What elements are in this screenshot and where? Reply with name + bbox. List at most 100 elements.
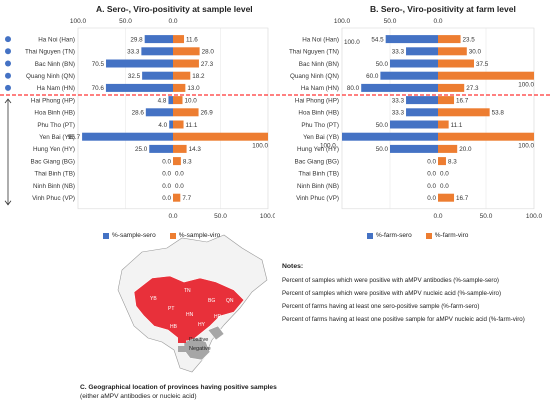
category-label: Quang Ninh (QN): [26, 73, 75, 80]
bar-sero: [406, 96, 438, 105]
plot-frame: [341, 27, 535, 210]
category-label: Bac Giang (BG): [295, 158, 339, 165]
bar-viro: [173, 120, 184, 129]
bar-sero: [169, 120, 173, 129]
bar-sero: [82, 132, 173, 141]
bar-sero: [380, 71, 438, 80]
category-label: Bac Ninh (BN): [35, 61, 75, 68]
bar-sero: [390, 144, 438, 153]
category-label: Hai Phong (HP): [295, 97, 339, 104]
top-tick-label: 0.0: [433, 18, 442, 25]
sero-value-label: 70.6: [92, 85, 105, 92]
viro-value-label: 26.9: [201, 110, 214, 117]
province-map: YB TN BG PT QN HN HB HY HP: [117, 234, 268, 373]
bar-viro: [173, 108, 199, 117]
sero-value-label: 0.0: [162, 183, 171, 190]
sero-value-label: 0.0: [162, 158, 171, 165]
sero-value-label: 70.5: [92, 61, 105, 68]
row-marker: [5, 36, 11, 43]
legend-a: %-sample-sero %-sample-viro: [103, 232, 220, 239]
arrow-up-icon: [4, 98, 12, 104]
row-marker: [5, 48, 11, 55]
bar-viro: [438, 71, 534, 80]
category-label: Thai Nguyen (TN): [289, 49, 339, 56]
sero-value-label: 50.0: [376, 146, 389, 153]
legend-b-sero-swatch: [367, 232, 373, 239]
sero-value-label: 25.0: [135, 146, 148, 153]
legend-b-sero-label: %-farm-sero: [376, 232, 412, 239]
bar-viro: [438, 120, 449, 129]
panel-b-title: B. Sero-, Viro-positivity at farm level: [370, 4, 516, 14]
category-label: Ha Nam (HN): [301, 85, 339, 92]
top-tick-label: 0.0: [168, 18, 177, 25]
sero-value-label: 28.6: [132, 110, 145, 117]
viro-value-label: 100.0: [252, 143, 268, 150]
sero-value-label: 50.0: [376, 61, 389, 68]
bar-sero: [406, 108, 438, 117]
bottom-tick-label: 100.0: [260, 213, 275, 220]
row-marker: [5, 60, 11, 67]
map-label-hb: HB: [170, 324, 178, 330]
bar-sero: [168, 96, 173, 105]
sero-value-label: 4.0: [158, 122, 167, 129]
map-legend-negative-swatch: [178, 346, 186, 352]
bottom-tick-label: 100.0: [526, 213, 543, 220]
category-label: Hoa Binh (HB): [298, 110, 339, 117]
viro-value-label: 16.7: [456, 97, 469, 104]
bar-sero: [385, 35, 438, 44]
map-label-tn: TN: [184, 288, 191, 294]
sero-value-label: 0.0: [427, 171, 436, 178]
bar-viro: [438, 59, 474, 68]
viro-value-label: 11.6: [186, 36, 198, 43]
viro-value-label: 100.0: [518, 82, 534, 89]
sero-value-label: 0.0: [427, 183, 436, 190]
viro-value-label: 0.0: [440, 171, 449, 178]
map-label-hp: HP: [214, 314, 222, 320]
row-marker: [5, 84, 11, 91]
bar-sero: [342, 132, 438, 141]
category-label: Ninh Binh (NB): [33, 183, 75, 190]
viro-value-label: 18.2: [192, 73, 205, 80]
legend-b: %-farm-sero %-farm-viro: [367, 232, 468, 239]
notes-panel: Notes: Percent of samples which were pos…: [282, 263, 544, 328]
bar-viro: [173, 35, 185, 44]
sero-value-label: 0.0: [427, 195, 436, 202]
viro-value-label: 8.3: [448, 158, 457, 165]
sero-value-label: 100.0: [320, 143, 336, 150]
bar-sero: [390, 59, 438, 68]
category-label: Ha Noi (Han): [38, 36, 75, 43]
map-legend-positive-swatch: [178, 337, 186, 343]
sero-value-label: 33.3: [392, 97, 405, 104]
category-label: Thai Nguyen (TN): [25, 49, 75, 56]
legend-a-viro-label: %-sample-viro: [178, 232, 221, 239]
bar-viro: [173, 132, 268, 141]
bar-viro: [173, 83, 186, 92]
category-label: Vinh Phuc (VP): [32, 195, 75, 202]
category-label: Hung Yen (HY): [33, 146, 75, 153]
map-label-hy: HY: [198, 322, 206, 328]
bar-viro: [173, 144, 187, 153]
bar-viro: [438, 47, 467, 56]
sero-value-label: 95.7: [68, 134, 81, 141]
bar-sero: [141, 47, 173, 56]
sero-value-label: 50.0: [376, 122, 389, 129]
legend-b-viro-swatch: [425, 232, 432, 239]
category-label: Vinh Phuc (VP): [296, 195, 339, 202]
viro-value-label: 11.1: [186, 122, 198, 129]
map-label-qn: QN: [226, 298, 234, 304]
caption-c-line1: C. Geographical location of provinces ha…: [80, 384, 277, 391]
category-label: Thai Binh (TB): [298, 171, 339, 178]
bottom-tick-label: 0.0: [168, 213, 177, 220]
sero-value-label: 54.5: [371, 36, 384, 43]
bar-sero: [106, 59, 173, 68]
legend-b-viro-label: %-farm-viro: [434, 232, 469, 239]
notes-item: Percent of samples which were positive w…: [282, 290, 502, 298]
viro-value-label: 100.0: [518, 143, 534, 150]
viro-value-label: 27.3: [201, 61, 214, 68]
viro-value-label: 8.3: [183, 158, 192, 165]
viro-value-label: 0.0: [175, 171, 184, 178]
notes-title: Notes:: [282, 263, 304, 270]
bar-sero: [145, 108, 173, 117]
bar-sero: [142, 71, 173, 80]
sero-value-label: 80.0: [347, 85, 360, 92]
